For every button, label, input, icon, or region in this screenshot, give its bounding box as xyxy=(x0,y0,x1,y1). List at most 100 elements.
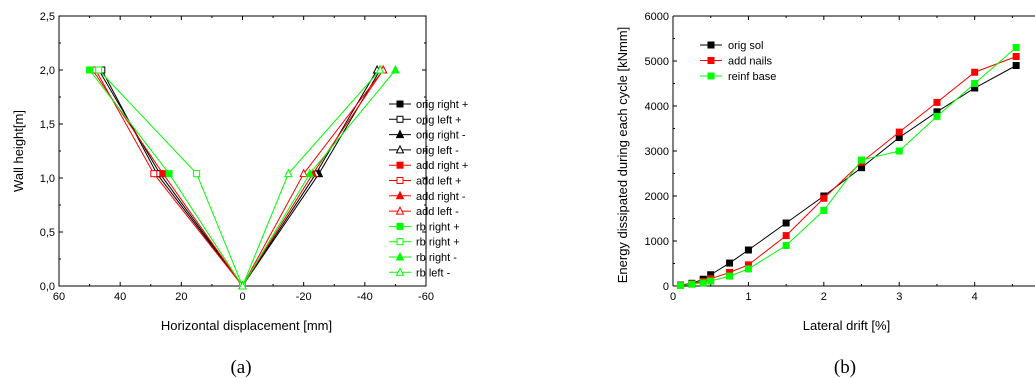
data-point xyxy=(396,115,404,123)
y-tick-label: 3000 xyxy=(645,146,669,158)
legend-b: orig sol add nails reinf base xyxy=(700,40,776,83)
y-axis-label: Wall height[m] xyxy=(11,110,26,192)
legend-item: rb right + xyxy=(389,221,460,233)
data-point xyxy=(1012,44,1020,51)
x-tick-label: 0 xyxy=(239,291,245,303)
series-b-1 xyxy=(677,53,1020,289)
data-point xyxy=(933,112,941,120)
data-point xyxy=(895,128,903,136)
caption-b: (b) xyxy=(834,357,856,378)
legend-label: rb right - xyxy=(416,252,457,264)
y-tick-label: 0 xyxy=(663,281,669,293)
data-point xyxy=(820,206,828,214)
data-point xyxy=(707,277,715,285)
data-point xyxy=(95,66,103,74)
x-tick-label: 0 xyxy=(670,291,676,303)
x-tick-label: 3 xyxy=(896,291,902,303)
x-tick-label: 40 xyxy=(114,291,126,303)
data-point xyxy=(782,219,790,227)
x-tick-label: 20 xyxy=(175,291,187,303)
series-line xyxy=(92,69,243,287)
data-point xyxy=(396,161,404,169)
caption-a: (a) xyxy=(230,357,251,378)
legend-a: orig right + orig left + orig right - orig … xyxy=(389,99,468,279)
legend-label: reinf base xyxy=(728,71,776,83)
y-axis-label: Energy dissipated during each cycle [kNm… xyxy=(615,27,630,284)
data-point xyxy=(375,64,385,74)
data-point xyxy=(707,72,715,80)
data-point xyxy=(858,156,866,164)
x-tick-label: -60 xyxy=(418,291,434,303)
legend-label: orig left + xyxy=(416,114,462,126)
data-point xyxy=(933,98,941,106)
data-point xyxy=(744,265,752,273)
legend-label: rb right + xyxy=(416,221,460,233)
x-tick-label: -20 xyxy=(296,291,312,303)
data-point xyxy=(305,168,315,178)
data-point xyxy=(396,100,404,108)
legend-item: orig left - xyxy=(389,144,459,157)
data-point xyxy=(284,168,293,178)
data-point xyxy=(396,238,404,246)
legend-item: orig left + xyxy=(389,114,462,126)
series-line xyxy=(242,69,396,287)
data-point xyxy=(726,259,734,267)
data-point xyxy=(150,170,158,178)
legend-item: add left + xyxy=(389,176,462,188)
legend-label: add nails xyxy=(728,56,773,68)
data-point xyxy=(726,272,734,280)
y-tick-label: 2,5 xyxy=(40,11,55,23)
data-point xyxy=(699,279,707,287)
legend-label: orig right - xyxy=(416,130,466,142)
plot-frame-a xyxy=(58,15,427,287)
data-point xyxy=(395,144,405,154)
x-tick-label: 4 xyxy=(972,291,978,303)
y-tick-label: 1,5 xyxy=(40,119,55,131)
data-point xyxy=(1012,62,1020,69)
y-tick-label: 1,0 xyxy=(40,173,55,185)
legend-label: orig right + xyxy=(416,99,468,111)
legend-item: rb right - xyxy=(389,251,457,264)
y-tick-label: 0,0 xyxy=(40,281,55,293)
x-axis-label: Lateral drift [%] xyxy=(803,318,890,333)
x-tick-label: -40 xyxy=(357,291,373,303)
chart-b: 0 1 2 3 4 0 1000 2000 3000 4000 5000 6000 Lateral dr… xyxy=(615,11,1035,378)
data-point xyxy=(677,282,685,290)
data-point xyxy=(744,246,752,254)
data-point xyxy=(707,57,715,64)
y-tick-label: 4000 xyxy=(645,101,669,113)
data-point xyxy=(1012,53,1020,60)
legend-label: rb left - xyxy=(416,267,451,279)
data-point xyxy=(895,147,903,155)
y-tick-label: 6000 xyxy=(645,11,669,23)
legend-item: add right + xyxy=(389,160,468,172)
y-tick-label: 2000 xyxy=(645,191,669,203)
data-point xyxy=(165,170,173,178)
data-point xyxy=(395,129,405,139)
data-point xyxy=(971,68,979,76)
x-tick-label: 1 xyxy=(745,291,751,303)
data-point xyxy=(86,66,94,74)
data-point xyxy=(707,41,715,49)
legend-label: orig left - xyxy=(416,145,459,157)
legend-item: rb right + xyxy=(389,237,460,249)
chart-a: 60 40 20 0 -20 -40 -60 0,0 0,5 1,0 1,5 2,0 2,5 Horizo… xyxy=(11,11,468,378)
data-point xyxy=(159,170,167,178)
data-point xyxy=(782,232,790,240)
y-tick-label: 5000 xyxy=(645,56,669,68)
y-tick-label: 1000 xyxy=(645,236,669,248)
data-point xyxy=(193,170,201,178)
data-point xyxy=(391,64,400,74)
x-axis-label: Horizontal displacement [mm] xyxy=(161,318,332,333)
data-point xyxy=(782,242,790,249)
legend-label: add right - xyxy=(416,191,466,203)
x-tick-label: 60 xyxy=(53,291,65,303)
legend-item: add right - xyxy=(389,190,466,203)
legend-item: orig right - xyxy=(389,129,466,142)
legend-item: rb left - xyxy=(389,267,451,279)
data-point xyxy=(395,267,405,276)
legend-label: add right + xyxy=(416,160,468,172)
series-b-2 xyxy=(677,44,1020,290)
data-point xyxy=(396,177,404,184)
legend-item: add nails xyxy=(700,56,773,68)
